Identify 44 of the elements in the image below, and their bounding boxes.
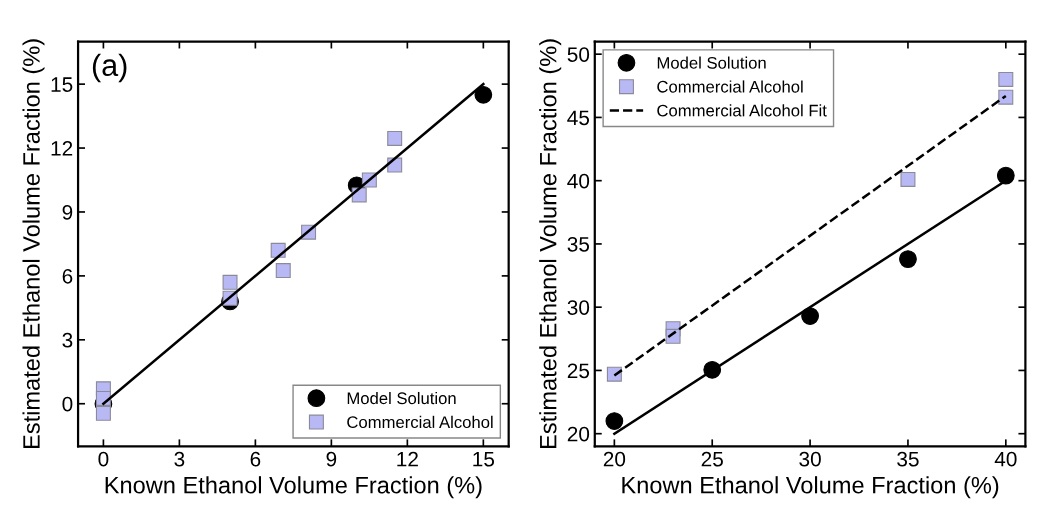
x-tick-label: 6 [250, 451, 261, 467]
point [996, 166, 1015, 185]
x-tick-label: 12 [397, 451, 418, 467]
y-tick-label: 6 [62, 268, 73, 284]
legend-label: Commercial Alcohol [657, 80, 803, 93]
x-tick-label: 0 [98, 451, 109, 467]
x-tick-label: 25 [701, 451, 723, 467]
legend-label: Model Solution [347, 391, 456, 405]
point [605, 412, 624, 430]
x-tick-label: 35 [897, 451, 919, 467]
y-tick-label: 3 [62, 332, 73, 348]
legend-label: Commercial Alcohol [347, 415, 493, 429]
x-tick-label: 3 [174, 451, 185, 467]
x-axis-title: Known Ethanol Volume Fraction (%) [622, 476, 999, 499]
y-tick-label: 25 [567, 363, 590, 379]
y-tick-label: 30 [567, 300, 590, 315]
y-tick-label: 15 [51, 77, 73, 92]
x-tick-label: 40 [994, 451, 1017, 467]
y-axis-title: Estimated Ethanol Volume Fraction (%) [22, 39, 45, 449]
point [900, 171, 916, 187]
y-tick-label: 9 [62, 204, 73, 220]
legend-label: Model Solution [657, 56, 766, 69]
legend-label: Commercial Alcohol Fit [657, 104, 827, 117]
point [275, 263, 291, 279]
y-tick-label: 35 [567, 236, 590, 252]
y-axis-title: Estimated Ethanol Volume Fraction (%) [539, 39, 562, 449]
y-tick-label: 12 [51, 141, 73, 156]
point [998, 71, 1014, 87]
y-tick-label: 0 [62, 396, 73, 412]
point [474, 85, 493, 104]
x-tick-label: 20 [603, 451, 626, 467]
x-axis-title: Known Ethanol Volume Fraction (%) [105, 476, 482, 499]
x-tick-label: 15 [473, 451, 495, 467]
x-tick-label: 30 [799, 451, 821, 467]
annotation: (a) [92, 53, 127, 83]
point [222, 274, 238, 290]
point [998, 89, 1014, 105]
point [387, 130, 403, 146]
x-tick-label: 9 [326, 451, 337, 467]
y-tick-label: 45 [567, 110, 590, 126]
point [899, 250, 917, 268]
y-tick-label: 50 [567, 47, 590, 62]
y-tick-label: 20 [567, 426, 590, 442]
y-tick-label: 40 [567, 173, 590, 189]
